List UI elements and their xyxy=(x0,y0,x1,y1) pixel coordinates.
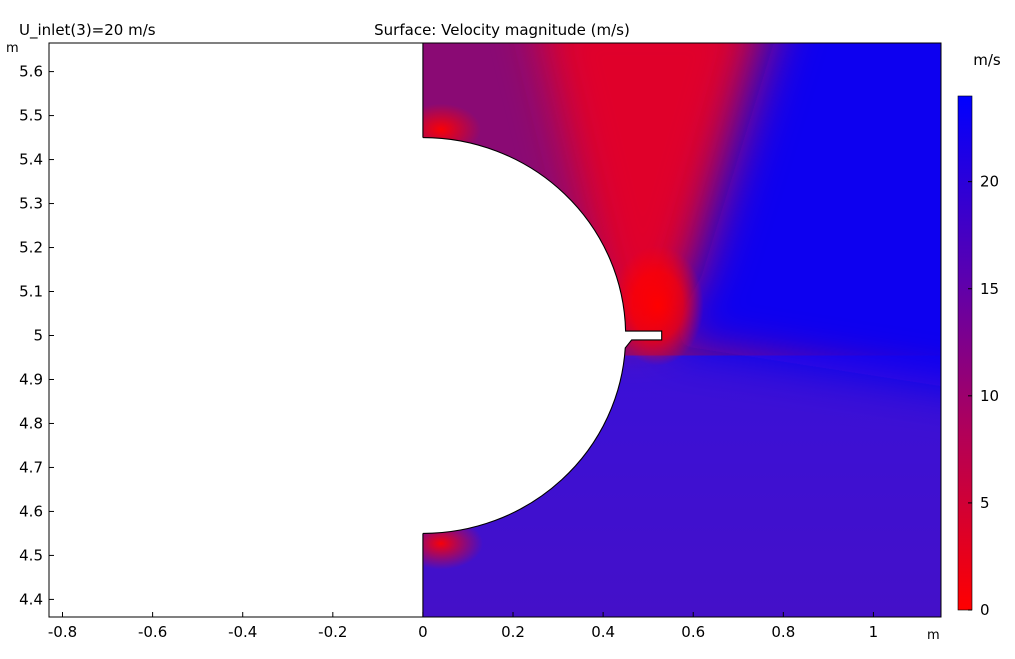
plot-title: Surface: Velocity magnitude (m/s) xyxy=(374,21,630,39)
y-tick-label: 5.5 xyxy=(19,107,43,125)
colorbar-unit: m/s xyxy=(973,51,1001,69)
x-tick-label: 0 xyxy=(418,623,428,641)
x-tick-label: 0.4 xyxy=(591,623,615,641)
field-upper-red-band xyxy=(532,43,761,336)
colorbar: m/s 0 5 10 15 20 xyxy=(957,51,1001,619)
x-axis-unit: m xyxy=(927,628,940,643)
y-tick-label: 4.9 xyxy=(19,370,43,388)
field-lower-region xyxy=(422,355,941,617)
x-tick-label: -0.8 xyxy=(48,623,77,641)
velocity-field xyxy=(422,43,941,617)
colorbar-tick-label: 15 xyxy=(980,280,999,298)
x-tick-label: 0.6 xyxy=(681,623,705,641)
y-axis-ticks: 4.4 4.5 4.6 4.7 4.8 4.9 5 5.1 5.2 5.3 5.4 5.5 5.6 xyxy=(19,63,54,608)
y-tick-label: 4.5 xyxy=(19,546,43,564)
x-tick-label: 0.2 xyxy=(501,623,525,641)
y-tick-label: 4.4 xyxy=(19,590,43,608)
top-corner-red-hotspot xyxy=(422,103,481,156)
colorbar-tick-label: 0 xyxy=(980,601,990,619)
bottom-corner-red-hotspot xyxy=(422,517,483,570)
colorbar-tick-label: 20 xyxy=(980,173,999,191)
x-tick-label: -0.2 xyxy=(318,623,347,641)
y-tick-label: 4.7 xyxy=(19,458,43,476)
y-axis-unit: m xyxy=(6,41,19,56)
colorbar-ticks: 0 5 10 15 20 xyxy=(968,173,999,619)
y-tick-label: 5.2 xyxy=(19,239,43,257)
x-tick-label: 1 xyxy=(869,623,879,641)
y-tick-label: 5 xyxy=(33,326,43,344)
y-tick-label: 4.6 xyxy=(19,502,43,520)
solid-boundary-outline xyxy=(422,43,663,617)
x-tick-label: -0.4 xyxy=(228,623,257,641)
condition-label: U_inlet(3)=20 m/s xyxy=(19,21,156,40)
plot-frame xyxy=(48,42,942,618)
x-tick-label: 0.8 xyxy=(771,623,795,641)
y-tick-label: 5.1 xyxy=(19,283,43,301)
colorbar-tick-label: 5 xyxy=(980,494,990,512)
y-tick-label: 5.4 xyxy=(19,151,43,169)
x-tick-label: -0.6 xyxy=(138,623,167,641)
colorbar-tick-label: 10 xyxy=(980,387,999,405)
y-tick-label: 4.8 xyxy=(19,414,43,432)
x-axis-ticks: -0.8 -0.6 -0.4 -0.2 0 0.2 0.4 0.6 0.8 1 xyxy=(48,612,878,641)
colorbar-gradient xyxy=(957,95,973,611)
y-tick-label: 5.3 xyxy=(19,195,43,213)
field-upper-blue-region xyxy=(665,43,941,396)
y-tick-label: 5.6 xyxy=(19,63,43,81)
